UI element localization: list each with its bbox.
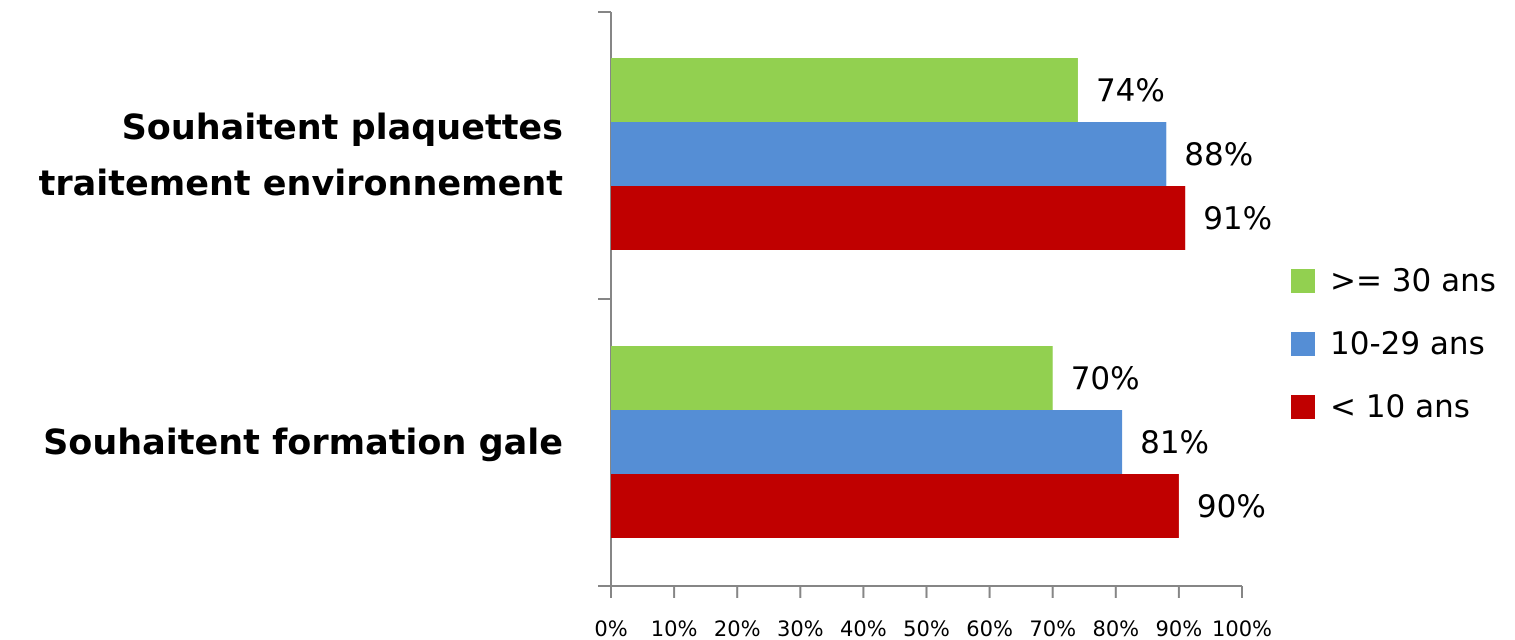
x-tick-label: 30% — [777, 617, 824, 640]
data-label: 88% — [1184, 137, 1253, 173]
legend-label: >= 30 ans — [1330, 263, 1496, 299]
category-label: Souhaitent formation gale — [43, 423, 563, 463]
x-tick-label: 80% — [1092, 617, 1139, 640]
x-tick-label: 50% — [903, 617, 950, 640]
bar — [611, 58, 1078, 122]
legend-label: 10-29 ans — [1330, 326, 1485, 362]
bar — [611, 474, 1179, 538]
x-tick-label: 10% — [651, 617, 698, 640]
x-tick-label: 60% — [966, 617, 1013, 640]
legend: >= 30 ans 10-29 ans < 10 ans — [1291, 263, 1496, 425]
x-tick-label: 100% — [1212, 617, 1272, 640]
x-tick-label: 70% — [1029, 617, 1076, 640]
legend-swatch — [1291, 269, 1315, 293]
data-label: 74% — [1096, 73, 1165, 109]
data-label: 91% — [1203, 201, 1272, 237]
x-tick-label: 90% — [1156, 617, 1203, 640]
category-label: traitement environnement — [39, 164, 563, 204]
legend-label: < 10 ans — [1330, 389, 1470, 425]
bar — [611, 410, 1123, 474]
data-label: 70% — [1071, 361, 1140, 397]
x-tick-label: 0% — [594, 617, 627, 640]
bar — [611, 186, 1186, 250]
x-tick-label: 20% — [714, 617, 761, 640]
x-tick-label: 40% — [840, 617, 887, 640]
bar — [611, 346, 1053, 410]
legend-swatch — [1291, 395, 1315, 419]
bar — [611, 122, 1167, 186]
data-label: 90% — [1197, 489, 1266, 525]
legend-swatch — [1291, 332, 1315, 356]
data-label: 81% — [1140, 425, 1209, 461]
category-label: Souhaitent plaquettes — [122, 108, 563, 148]
